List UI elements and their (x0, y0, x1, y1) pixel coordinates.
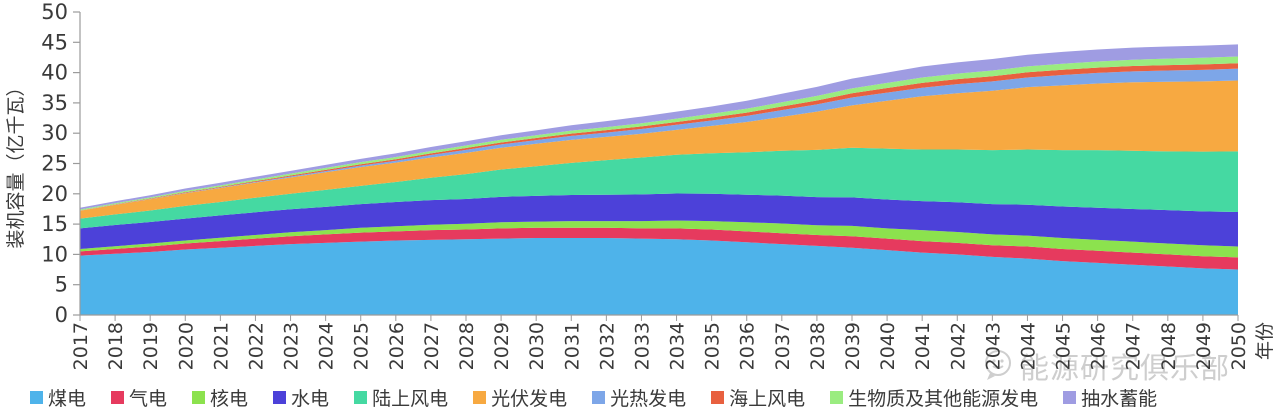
x-tick-label: 2034 (667, 322, 689, 370)
axes-layer (73, 11, 1239, 321)
y-tick-label: 0 (55, 303, 68, 327)
x-tick-label: 2022 (245, 322, 267, 370)
y-tick-labels: 0 5 10 15 20 25 30 35 40 45 50 (41, 0, 68, 327)
y-tick-label: 20 (41, 182, 68, 206)
legend-label-solar-pv: 光伏发电 (491, 388, 568, 410)
x-tick-label: 2020 (175, 322, 197, 370)
x-tick-label: 2046 (1088, 322, 1110, 370)
x-tick-label: 2044 (1017, 322, 1039, 370)
x-tick-label: 2049 (1193, 322, 1215, 370)
x-tick-label: 2048 (1158, 322, 1180, 370)
legend-swatch-gas (111, 391, 125, 404)
x-tick-label: 2018 (105, 322, 127, 370)
x-axis-title: 年份 (1254, 322, 1276, 360)
legend-item-coal: 煤电 (30, 384, 86, 411)
x-tick-label: 2028 (456, 322, 478, 370)
x-tick-label: 2026 (386, 322, 408, 370)
legend-swatch-nuclear (192, 391, 206, 404)
legend-label-offshore-wind: 海上风电 (729, 388, 806, 410)
chart-legend: 煤电 气电 核电 水电 陆上风电 光伏发电 光热发电 海上风电 生物质及其他能源发电 抽水蓄能 (30, 384, 1280, 411)
speech-bubble-logo-icon (985, 350, 1011, 380)
x-tick-label: 2027 (421, 322, 443, 370)
legend-swatch-onshore-wind (354, 391, 368, 404)
x-tick-labels: 2017 2018 2019 2020 2021 2022 2023 2024 2025 2026… (70, 322, 1250, 370)
legend-item-nuclear: 核电 (192, 384, 248, 411)
x-tick-label: 2017 (70, 322, 92, 370)
legend-swatch-offshore-wind (711, 391, 725, 404)
legend-item-solar-pv: 光伏发电 (473, 384, 567, 411)
areas-layer (80, 44, 1238, 315)
legend-swatch-coal (30, 391, 43, 404)
legend-label-pumped-storage: 抽水蓄能 (1081, 388, 1158, 410)
legend-item-biomass: 生物质及其他能源发电 (830, 384, 1038, 411)
watermark-text: 能源研究俱乐部 (1020, 351, 1231, 385)
x-tick-label: 2031 (561, 322, 583, 370)
legend-swatch-pumped-storage (1063, 391, 1077, 404)
x-tick-label: 2024 (316, 322, 338, 370)
x-tick-label: 2035 (702, 322, 724, 370)
y-axis-title: 装机容量（亿千瓦） (5, 77, 27, 248)
x-tick-label: 2047 (1123, 322, 1145, 370)
x-tick-label: 2030 (526, 322, 548, 370)
area-solar-pv (80, 80, 1238, 219)
area-nuclear (80, 220, 1238, 258)
legend-swatch-hydro (273, 391, 287, 404)
x-tick-label: 2019 (140, 322, 162, 370)
x-tick-label: 2021 (210, 322, 232, 370)
legend-swatch-biomass (830, 391, 844, 404)
x-tick-label: 2050 (1228, 322, 1250, 370)
x-tick-label: 2033 (631, 322, 653, 370)
x-tick-label: 2041 (912, 322, 934, 370)
y-tick-label: 45 (41, 30, 68, 54)
x-tick-label: 2037 (772, 322, 794, 370)
x-tick-label: 2038 (807, 322, 829, 370)
x-tick-label: 2045 (1053, 322, 1075, 370)
x-tick-label: 2023 (281, 322, 303, 370)
x-tick-label: 2029 (491, 322, 513, 370)
legend-label-nuclear: 核电 (210, 388, 249, 410)
watermark: 能源研究俱乐部 (981, 345, 1230, 387)
x-tick-label: 2032 (596, 322, 618, 370)
legend-item-onshore-wind: 陆上风电 (354, 384, 448, 411)
legend-item-hydro: 水电 (273, 384, 329, 411)
legend-label-hydro: 水电 (291, 388, 330, 410)
y-tick-label: 30 (41, 121, 68, 145)
area-hydro (80, 193, 1238, 249)
y-tick-label: 50 (41, 0, 68, 24)
area-coal (80, 238, 1238, 315)
area-gas (80, 227, 1238, 270)
y-tick-label: 35 (41, 91, 68, 115)
legend-swatch-solar-pv (473, 391, 487, 404)
legend-item-gas: 气电 (111, 384, 167, 411)
y-tick-label: 5 (55, 273, 68, 297)
area-onshore-wind (80, 147, 1238, 229)
y-tick-label: 40 (41, 61, 68, 85)
legend-label-coal: 煤电 (48, 388, 87, 410)
y-tick-label: 25 (41, 152, 68, 176)
x-tick-label: 2039 (842, 322, 864, 370)
x-tick-label: 2042 (947, 322, 969, 370)
legend-label-biomass: 生物质及其他能源发电 (848, 388, 1039, 410)
legend-item-pumped-storage: 抽水蓄能 (1063, 384, 1157, 411)
y-tick-label: 15 (41, 212, 68, 236)
legend-swatch-csp (592, 391, 606, 404)
legend-label-gas: 气电 (129, 388, 168, 410)
y-tick-label: 10 (41, 242, 68, 266)
x-tick-label: 2043 (982, 322, 1004, 370)
legend-item-offshore-wind: 海上风电 (711, 384, 805, 411)
x-tick-label: 2036 (737, 322, 759, 370)
x-tick-label: 2040 (877, 322, 899, 370)
legend-label-csp: 光热发电 (610, 388, 687, 410)
legend-label-onshore-wind: 陆上风电 (372, 388, 449, 410)
x-tick-label: 2025 (351, 322, 373, 370)
legend-item-csp: 光热发电 (592, 384, 686, 411)
